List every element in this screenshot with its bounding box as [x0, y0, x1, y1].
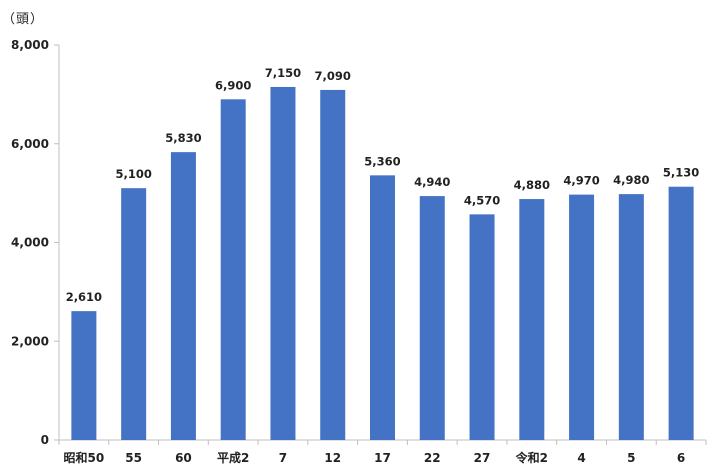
x-tick-label: 27 — [474, 451, 491, 465]
x-tick-label: 4 — [577, 451, 585, 465]
x-tick-label: 6 — [677, 451, 685, 465]
x-tick-label: 17 — [374, 451, 391, 465]
bar-value-label: 5,130 — [663, 166, 699, 180]
bar-value-label: 6,900 — [215, 78, 251, 92]
y-tick-label: 4,000 — [11, 236, 49, 250]
bar — [668, 186, 694, 440]
x-tick-label: 22 — [424, 451, 441, 465]
bar-value-label: 4,980 — [613, 173, 649, 187]
y-tick-label: 8,000 — [11, 38, 49, 52]
bar-value-label: 2,610 — [66, 290, 102, 304]
bar-value-label: 5,830 — [165, 131, 201, 145]
bar — [320, 89, 346, 441]
bar-value-label: 5,360 — [364, 154, 400, 168]
bar-value-label: 4,940 — [414, 175, 450, 189]
bar — [618, 194, 644, 440]
x-tick-label: 5 — [627, 451, 635, 465]
x-tick-label: 昭和50 — [64, 450, 105, 465]
bar — [71, 311, 97, 440]
bar-value-label: 4,970 — [563, 174, 599, 188]
bar — [519, 199, 545, 440]
bar — [370, 175, 395, 440]
chart-data-labels: 2,610 5,100 5,830 6,900 7,150 7,090 5,360 4,940… — [66, 66, 700, 304]
y-tick-label: 0 — [41, 433, 49, 447]
bar-value-label: 5,100 — [115, 167, 151, 181]
bar — [121, 188, 147, 440]
bar — [469, 214, 495, 440]
x-tick-label: 令和2 — [515, 450, 548, 465]
bar — [569, 194, 595, 440]
bar-value-label: 7,090 — [315, 69, 351, 83]
bar — [270, 86, 296, 440]
x-axis-ticks: 昭和50 55 60 平成2 7 12 17 22 27 令和2 4 5 6 — [58, 440, 707, 465]
x-tick-label: 60 — [175, 451, 192, 465]
y-axis-ticks: 0 2,000 4,000 6,000 8,000 — [11, 38, 59, 447]
y-tick-label: 6,000 — [11, 137, 49, 151]
chart-bars — [71, 86, 694, 441]
y-tick-label: 2,000 — [11, 334, 49, 348]
x-tick-label: 55 — [125, 451, 142, 465]
bar — [170, 152, 196, 441]
bar-value-label: 4,570 — [464, 193, 500, 207]
x-tick-label: 7 — [279, 451, 287, 465]
bar — [220, 99, 246, 440]
bar-value-label: 7,150 — [265, 66, 301, 80]
x-tick-label: 平成2 — [217, 450, 249, 465]
y-axis-unit-label: （頭） — [2, 12, 45, 27]
x-tick-label: 12 — [324, 451, 341, 465]
bar-value-label: 4,880 — [514, 178, 550, 192]
bar — [419, 196, 445, 440]
